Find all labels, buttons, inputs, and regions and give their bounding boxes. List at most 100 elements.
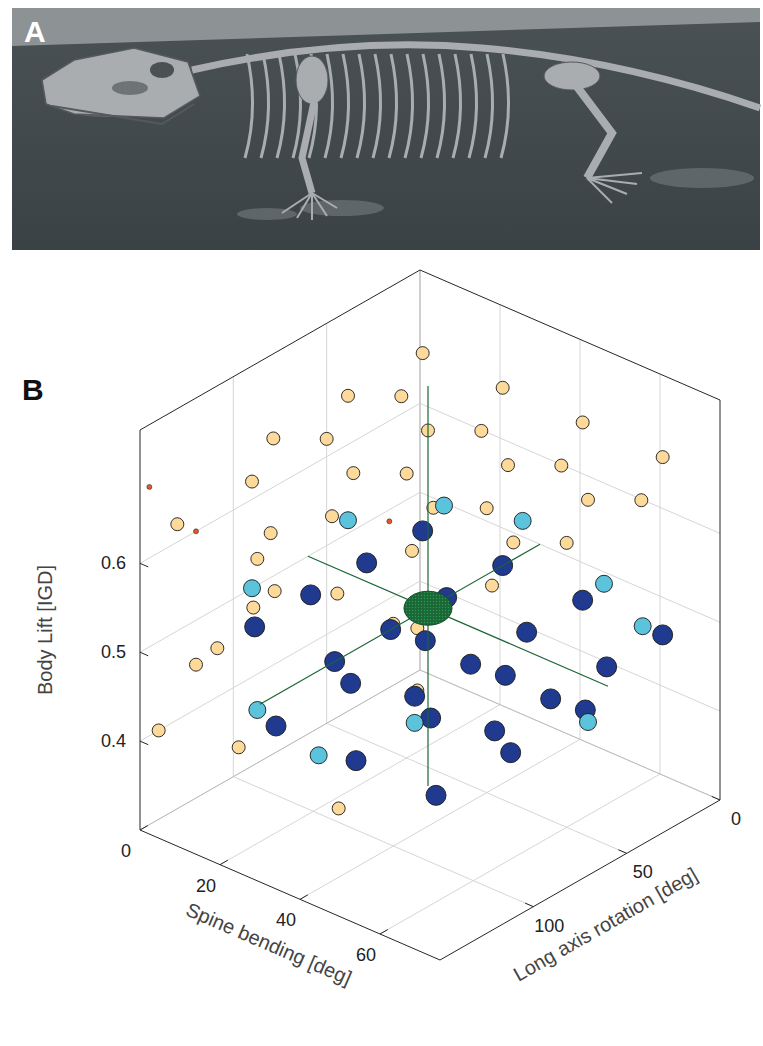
box	[140, 270, 720, 960]
tick-label: 50	[633, 862, 653, 882]
point	[249, 702, 266, 719]
point	[656, 451, 669, 464]
tick	[140, 741, 148, 745]
point	[495, 665, 515, 685]
point	[406, 544, 419, 557]
rib	[373, 54, 381, 158]
tick	[525, 903, 533, 907]
point	[387, 519, 392, 524]
tick	[618, 850, 626, 854]
point	[560, 536, 573, 549]
tick-label: 100	[534, 916, 564, 936]
rib	[405, 54, 413, 158]
rib	[501, 54, 509, 158]
point	[342, 389, 355, 402]
grid-line	[140, 581, 420, 741]
grid-line	[660, 374, 661, 774]
digit	[312, 193, 337, 208]
point	[332, 802, 345, 815]
point	[357, 553, 377, 573]
tick-label: 20	[196, 876, 216, 896]
grid-line	[580, 339, 581, 739]
rib	[421, 54, 429, 158]
point	[413, 521, 433, 541]
point	[246, 475, 259, 488]
point	[580, 714, 597, 731]
shadow	[650, 168, 754, 188]
point	[501, 743, 521, 763]
point	[486, 579, 499, 592]
point	[597, 657, 617, 677]
rib	[341, 54, 349, 158]
rib	[357, 54, 365, 158]
grid-line	[420, 403, 720, 533]
point	[147, 484, 152, 489]
point	[211, 642, 224, 655]
grid-line	[140, 492, 420, 652]
point	[635, 494, 648, 507]
point	[475, 424, 488, 437]
point	[634, 618, 651, 635]
grid-line	[500, 305, 501, 705]
digit	[587, 178, 612, 203]
point	[152, 724, 165, 737]
series	[147, 484, 392, 533]
crosshair-line	[308, 556, 608, 686]
point	[400, 467, 413, 480]
tick	[712, 796, 720, 800]
tick-label: 60	[356, 945, 376, 965]
series	[245, 521, 673, 805]
rib	[453, 54, 461, 158]
floor	[12, 22, 760, 250]
tick	[300, 895, 308, 899]
point	[310, 747, 327, 764]
axis-line	[140, 430, 141, 830]
point	[301, 585, 321, 605]
tick-label: 0.5	[101, 642, 126, 662]
tick-label: 0.4	[101, 731, 126, 751]
point	[341, 673, 361, 693]
grid-line	[420, 670, 720, 800]
mandible	[52, 104, 194, 124]
plot-area	[147, 347, 673, 815]
point	[340, 512, 357, 529]
axis-title: Body Lift [IGD]	[34, 565, 56, 695]
axis-title: Long axis rotation [deg]	[510, 863, 701, 985]
point	[232, 741, 245, 754]
grid-line	[233, 777, 533, 907]
back-edge	[420, 670, 720, 800]
grid	[140, 270, 720, 934]
axis-line	[420, 270, 720, 400]
grid-line	[220, 705, 500, 865]
reference	[260, 386, 608, 786]
figure: AB02040600501000.40.50.6Spine bending [d…	[0, 0, 763, 1046]
rib	[261, 54, 269, 158]
rib	[469, 54, 477, 158]
point	[347, 467, 360, 480]
point	[416, 347, 429, 360]
tick-label: 0	[121, 841, 131, 861]
crosshair-line	[427, 386, 428, 786]
point	[415, 631, 435, 651]
point	[331, 587, 344, 600]
digit	[587, 173, 642, 178]
point	[244, 580, 261, 597]
point	[436, 497, 453, 514]
point	[485, 721, 505, 741]
point	[421, 708, 441, 728]
tick-label: 0	[731, 809, 741, 829]
panel-label: A	[24, 15, 46, 48]
point	[245, 617, 265, 637]
point	[653, 625, 673, 645]
rib	[245, 54, 253, 158]
digit	[282, 193, 312, 213]
fore-limb	[302, 88, 317, 193]
reference-disc	[404, 591, 452, 625]
tick	[140, 563, 148, 567]
point	[395, 390, 408, 403]
axes: 02040600501000.40.50.6Spine bending [deg…	[34, 553, 741, 989]
point	[264, 527, 277, 540]
point	[247, 601, 260, 614]
grid-line	[300, 739, 580, 899]
axis-line	[720, 400, 721, 800]
